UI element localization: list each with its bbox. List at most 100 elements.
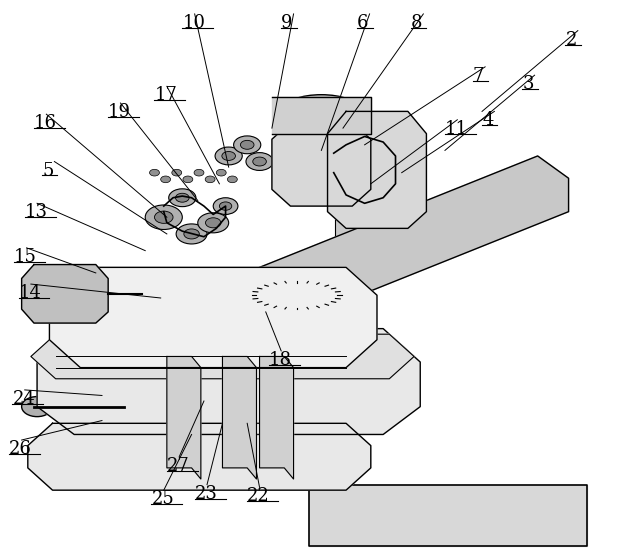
Ellipse shape (267, 302, 273, 305)
Ellipse shape (310, 304, 316, 307)
Ellipse shape (172, 169, 182, 176)
Ellipse shape (198, 213, 229, 233)
Ellipse shape (373, 167, 393, 179)
Ellipse shape (213, 198, 238, 214)
Ellipse shape (219, 202, 232, 211)
Text: 27: 27 (167, 457, 190, 475)
Ellipse shape (161, 176, 171, 183)
Text: 9: 9 (281, 14, 293, 32)
Text: 13: 13 (25, 203, 48, 221)
Ellipse shape (347, 125, 382, 148)
Ellipse shape (299, 305, 305, 308)
Text: 4: 4 (482, 111, 493, 129)
Ellipse shape (240, 140, 254, 149)
Text: 6: 6 (357, 14, 369, 32)
Ellipse shape (205, 218, 221, 228)
Ellipse shape (255, 297, 261, 300)
Text: 14: 14 (19, 284, 41, 302)
Ellipse shape (289, 292, 305, 298)
Ellipse shape (93, 403, 105, 411)
Text: 2: 2 (565, 31, 577, 48)
Ellipse shape (253, 157, 266, 166)
Ellipse shape (320, 452, 335, 461)
Ellipse shape (326, 157, 341, 167)
Ellipse shape (253, 294, 260, 297)
Polygon shape (49, 267, 377, 368)
Polygon shape (167, 356, 201, 479)
Polygon shape (272, 123, 371, 206)
Ellipse shape (194, 169, 204, 176)
Text: 10: 10 (182, 14, 205, 32)
Ellipse shape (372, 201, 394, 212)
Polygon shape (272, 97, 371, 134)
Text: 23: 23 (195, 485, 218, 502)
Ellipse shape (183, 176, 193, 183)
Ellipse shape (334, 294, 340, 297)
Ellipse shape (53, 403, 66, 411)
Ellipse shape (246, 153, 273, 170)
Ellipse shape (335, 201, 357, 212)
Ellipse shape (80, 403, 92, 411)
Ellipse shape (215, 147, 242, 165)
Ellipse shape (335, 273, 357, 284)
Text: 16: 16 (34, 114, 57, 132)
Ellipse shape (356, 198, 373, 209)
Ellipse shape (145, 205, 182, 229)
Polygon shape (37, 329, 420, 434)
Polygon shape (260, 356, 294, 479)
Polygon shape (28, 423, 371, 490)
Text: 25: 25 (151, 490, 174, 508)
Ellipse shape (205, 176, 215, 183)
Ellipse shape (176, 193, 189, 202)
Ellipse shape (260, 300, 266, 303)
Ellipse shape (227, 176, 237, 183)
Ellipse shape (43, 280, 87, 308)
Polygon shape (22, 265, 108, 323)
Ellipse shape (154, 211, 173, 223)
Text: 26: 26 (9, 440, 32, 458)
Ellipse shape (363, 160, 403, 185)
Ellipse shape (284, 95, 358, 123)
Text: 11: 11 (445, 120, 468, 138)
Polygon shape (222, 356, 256, 479)
Ellipse shape (66, 403, 78, 411)
Ellipse shape (328, 300, 334, 303)
Ellipse shape (234, 136, 261, 154)
Text: 18: 18 (269, 351, 292, 369)
Ellipse shape (372, 273, 394, 284)
Ellipse shape (216, 169, 226, 176)
Polygon shape (309, 485, 587, 546)
Polygon shape (31, 334, 414, 379)
Text: 5: 5 (42, 162, 53, 179)
Ellipse shape (176, 224, 207, 244)
Bar (335, 206, 357, 278)
Ellipse shape (320, 302, 326, 305)
Ellipse shape (150, 169, 159, 176)
Text: 22: 22 (247, 487, 270, 505)
Text: 17: 17 (154, 86, 177, 104)
Ellipse shape (347, 192, 382, 214)
Ellipse shape (169, 189, 196, 207)
Ellipse shape (53, 286, 77, 302)
Ellipse shape (22, 397, 53, 417)
Text: 19: 19 (108, 103, 131, 121)
Text: 24: 24 (12, 390, 35, 408)
Ellipse shape (256, 282, 337, 308)
Polygon shape (328, 111, 426, 228)
Ellipse shape (271, 452, 286, 461)
Polygon shape (204, 156, 569, 345)
Text: 3: 3 (522, 75, 534, 93)
Ellipse shape (356, 131, 373, 142)
Ellipse shape (288, 305, 294, 308)
Ellipse shape (67, 452, 82, 461)
Ellipse shape (40, 403, 53, 411)
Text: 8: 8 (411, 14, 423, 32)
Ellipse shape (332, 297, 338, 300)
Bar (372, 206, 394, 278)
Ellipse shape (215, 452, 230, 461)
Ellipse shape (116, 452, 131, 461)
Ellipse shape (277, 304, 283, 307)
Text: 7: 7 (473, 67, 484, 85)
Ellipse shape (318, 152, 349, 172)
Text: 15: 15 (14, 248, 37, 266)
